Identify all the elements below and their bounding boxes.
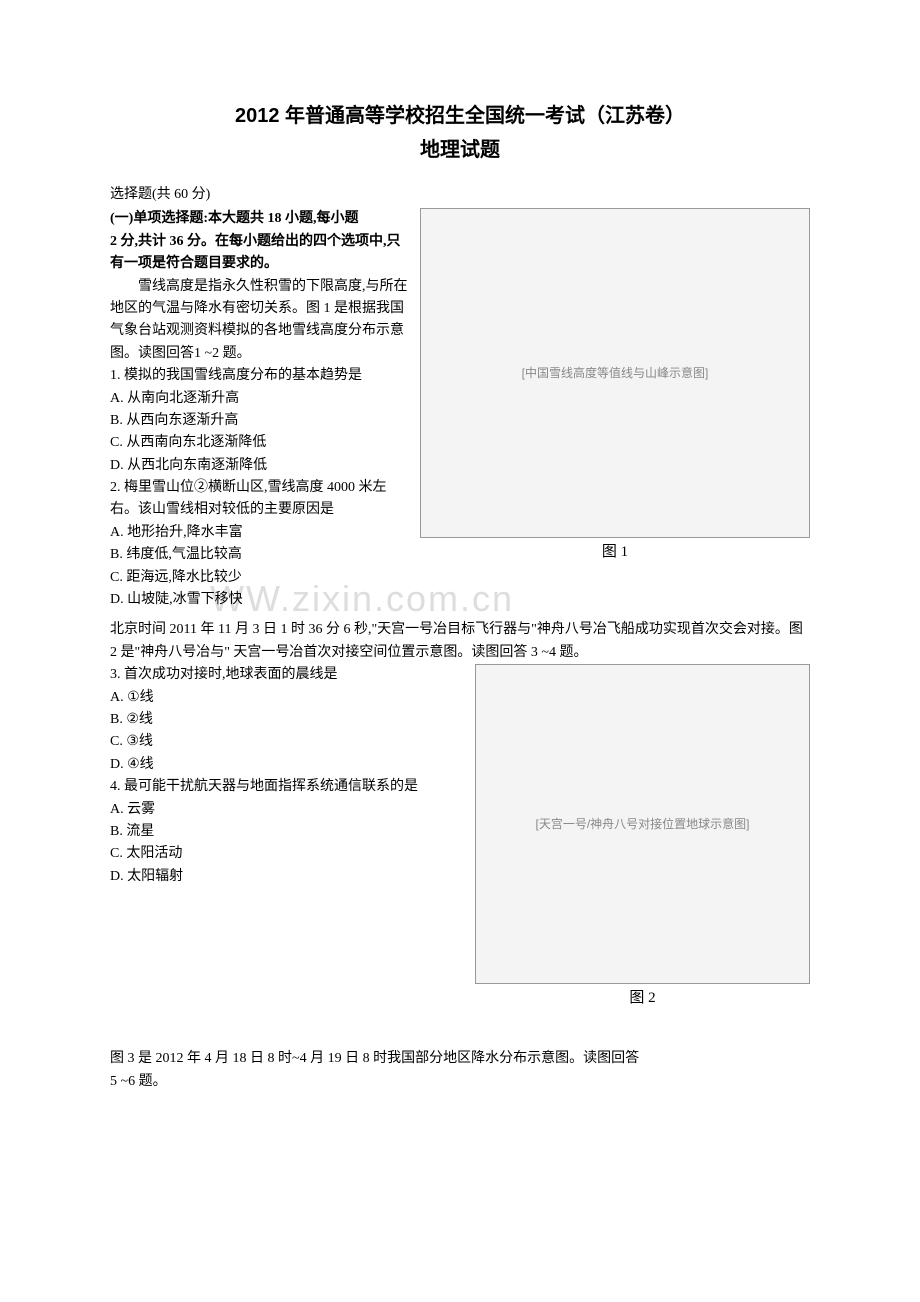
q4-option-d: D. 太阳辐射 xyxy=(110,866,465,888)
intro-2: 北京时间 2011 年 11 月 3 日 1 时 36 分 6 秒,"天宫一号冶… xyxy=(110,619,810,664)
q1-option-b: B. 从西向东逐渐升高 xyxy=(110,410,410,432)
intro-3-line2: 5 ~6 题。 xyxy=(110,1071,810,1093)
q3-option-a: A. ①线 xyxy=(110,687,465,709)
figure-2-wrap: [天宫一号/神舟八号对接位置地球示意图] 图 2 xyxy=(475,664,810,1010)
text-col-q3q4: 3. 首次成功对接时,地球表面的晨线是 A. ①线 B. ②线 C. ③线 D.… xyxy=(110,664,465,888)
block-q1q2: (一)单项选择题:本大题共 18 小题,每小题 2 分,共计 36 分。在每小题… xyxy=(110,208,810,611)
q2-stem: 2. 梅里雪山位②横断山区,雪线高度 4000 米左右。该山雪线相对较低的主要原… xyxy=(110,477,410,522)
figure-1-wrap: [中国雪线高度等值线与山峰示意图] 图 1 xyxy=(420,208,810,564)
figure-2-caption: 图 2 xyxy=(475,986,810,1010)
q1-option-a: A. 从南向北逐渐升高 xyxy=(110,388,410,410)
q4-stem: 4. 最可能干扰航天器与地面指挥系统通信联系的是 xyxy=(110,776,465,798)
q3-stem: 3. 首次成功对接时,地球表面的晨线是 xyxy=(110,664,465,686)
exam-title-line1: 2012 年普通高等学校招生全国统一考试（江苏卷） xyxy=(110,100,810,132)
text-col-q1q2: (一)单项选择题:本大题共 18 小题,每小题 2 分,共计 36 分。在每小题… xyxy=(110,208,410,611)
q4-option-b: B. 流星 xyxy=(110,821,465,843)
q1-option-c: C. 从西南向东北逐渐降低 xyxy=(110,432,410,454)
q2-option-a: A. 地形抬升,降水丰富 xyxy=(110,522,410,544)
part1-instruction-line2: 2 分,共计 36 分。在每小题给出的四个选项中,只有一项是符合题目要求的。 xyxy=(110,231,410,276)
q2-option-b: B. 纬度低,气温比较高 xyxy=(110,544,410,566)
q3-option-d: D. ④线 xyxy=(110,754,465,776)
block-q3q4: 3. 首次成功对接时,地球表面的晨线是 A. ①线 B. ②线 C. ③线 D.… xyxy=(110,664,810,1010)
figure-1-caption: 图 1 xyxy=(420,540,810,564)
figure-1: [中国雪线高度等值线与山峰示意图] xyxy=(420,208,810,538)
section-header: 选择题(共 60 分) xyxy=(110,184,810,206)
intro-1: 雪线高度是指永久性积雪的下限高度,与所在地区的气温与降水有密切关系。图 1 是根… xyxy=(110,276,410,366)
intro-3: 图 3 是 2012 年 4 月 18 日 8 时~4 月 19 日 8 时我国… xyxy=(110,1048,810,1070)
exam-title-line2: 地理试题 xyxy=(110,134,810,166)
q2-option-d: D. 山坡陡,冰雪下移快 xyxy=(110,589,410,611)
q4-option-a: A. 云雾 xyxy=(110,799,465,821)
q1-stem: 1. 模拟的我国雪线高度分布的基本趋势是 xyxy=(110,365,410,387)
q1-option-d: D. 从西北向东南逐渐降低 xyxy=(110,455,410,477)
q3-option-c: C. ③线 xyxy=(110,731,465,753)
q4-option-c: C. 太阳活动 xyxy=(110,843,465,865)
q2-option-c: C. 距海远,降水比较少 xyxy=(110,567,410,589)
figure-2: [天宫一号/神舟八号对接位置地球示意图] xyxy=(475,664,810,984)
q3-option-b: B. ②线 xyxy=(110,709,465,731)
part1-instruction-line1: (一)单项选择题:本大题共 18 小题,每小题 xyxy=(110,208,410,230)
